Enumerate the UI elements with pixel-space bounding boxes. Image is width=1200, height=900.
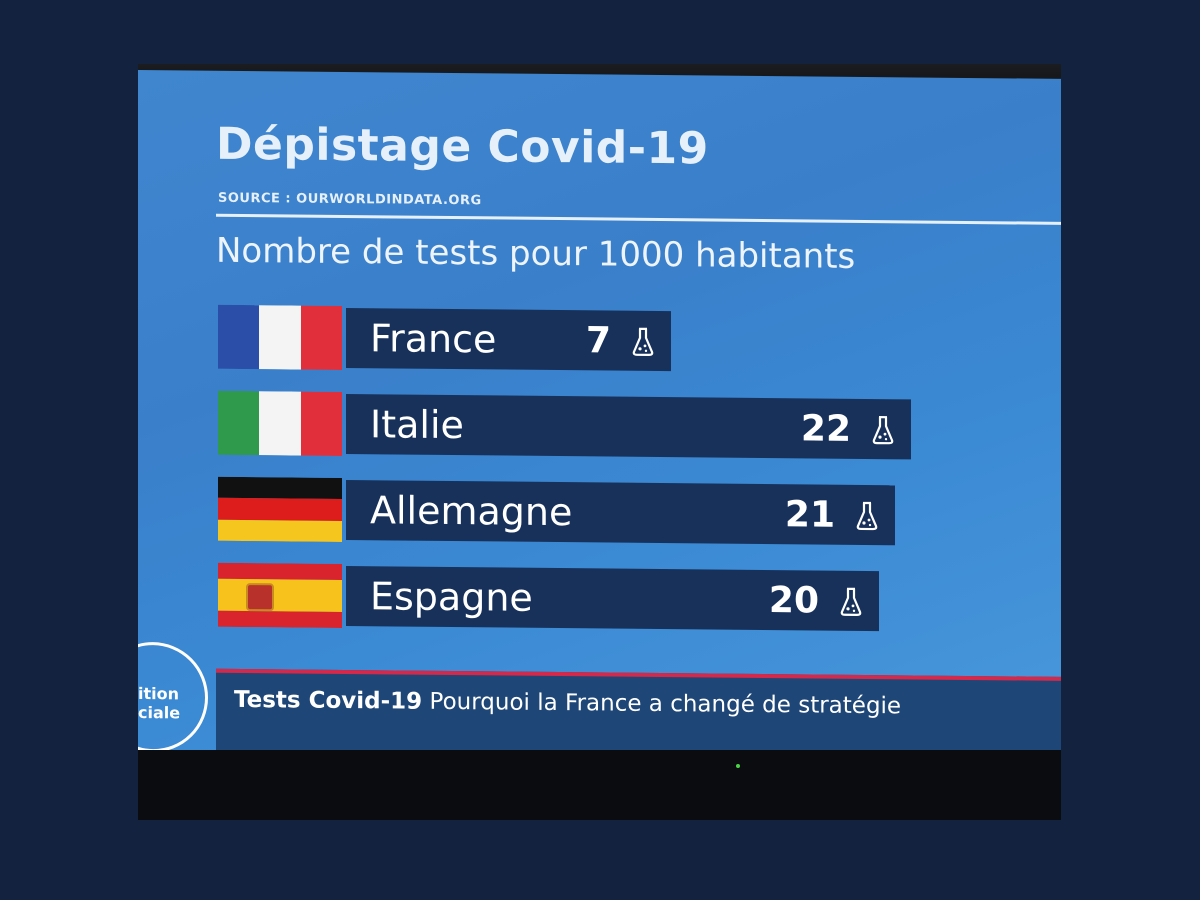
country-label: France — [370, 316, 497, 362]
ticker-headline: Tests Covid-19 — [234, 686, 423, 715]
ticker-subtext: Pourquoi la France a changé de stratégie — [429, 688, 902, 720]
ticker-text: Tests Covid-19 Pourquoi la France a chan… — [234, 687, 901, 719]
title-divider — [216, 213, 1061, 225]
chart-title: Dépistage Covid-19 — [216, 118, 709, 175]
country-label: Italie — [370, 402, 464, 448]
bar-france: France 7 — [346, 307, 671, 372]
value-label: 20 — [768, 580, 819, 622]
bar-allemagne: Allemagne 21 — [346, 479, 895, 546]
tv-bezel-bottom — [138, 750, 1061, 820]
bar-row-allemagne: Allemagne 21 — [218, 476, 978, 548]
spain-coat-of-arms-icon — [246, 583, 274, 612]
germany-flag — [218, 476, 342, 542]
chart-source: SOURCE : OURWORLDINDATA.ORG — [218, 190, 482, 209]
value-label: 22 — [800, 408, 851, 450]
france-flag — [218, 304, 342, 370]
channel-logo-text: ition ciale — [138, 684, 180, 722]
power-led-icon — [736, 764, 740, 768]
flask-icon — [855, 501, 879, 531]
tv-photo: Dépistage Covid-19 SOURCE : OURWORLDINDA… — [138, 64, 1061, 820]
bar-chart: France 7 Italie 22 Allemagne 21 Espagne 20 — [218, 304, 978, 652]
bar-espagne: Espagne 20 — [346, 565, 879, 632]
country-label: Allemagne — [370, 488, 573, 535]
channel-logo-line1: ition — [138, 684, 179, 704]
spain-flag — [218, 562, 342, 628]
flask-icon — [871, 415, 895, 445]
bar-row-italie: Italie 22 — [218, 390, 978, 462]
chart-subtitle: Nombre de tests pour 1000 habitants — [216, 230, 856, 277]
country-label: Espagne — [370, 574, 533, 620]
bar-row-espagne: Espagne 20 — [218, 562, 978, 634]
bar-row-france: France 7 — [218, 304, 978, 376]
bar-italie: Italie 22 — [346, 393, 911, 460]
value-label: 21 — [784, 494, 835, 536]
flask-icon — [631, 327, 655, 357]
flask-icon — [839, 587, 863, 617]
tv-screen: Dépistage Covid-19 SOURCE : OURWORLDINDA… — [138, 70, 1061, 767]
value-label: 7 — [585, 320, 611, 362]
italy-flag — [218, 390, 342, 456]
channel-logo-line2: ciale — [138, 703, 181, 723]
